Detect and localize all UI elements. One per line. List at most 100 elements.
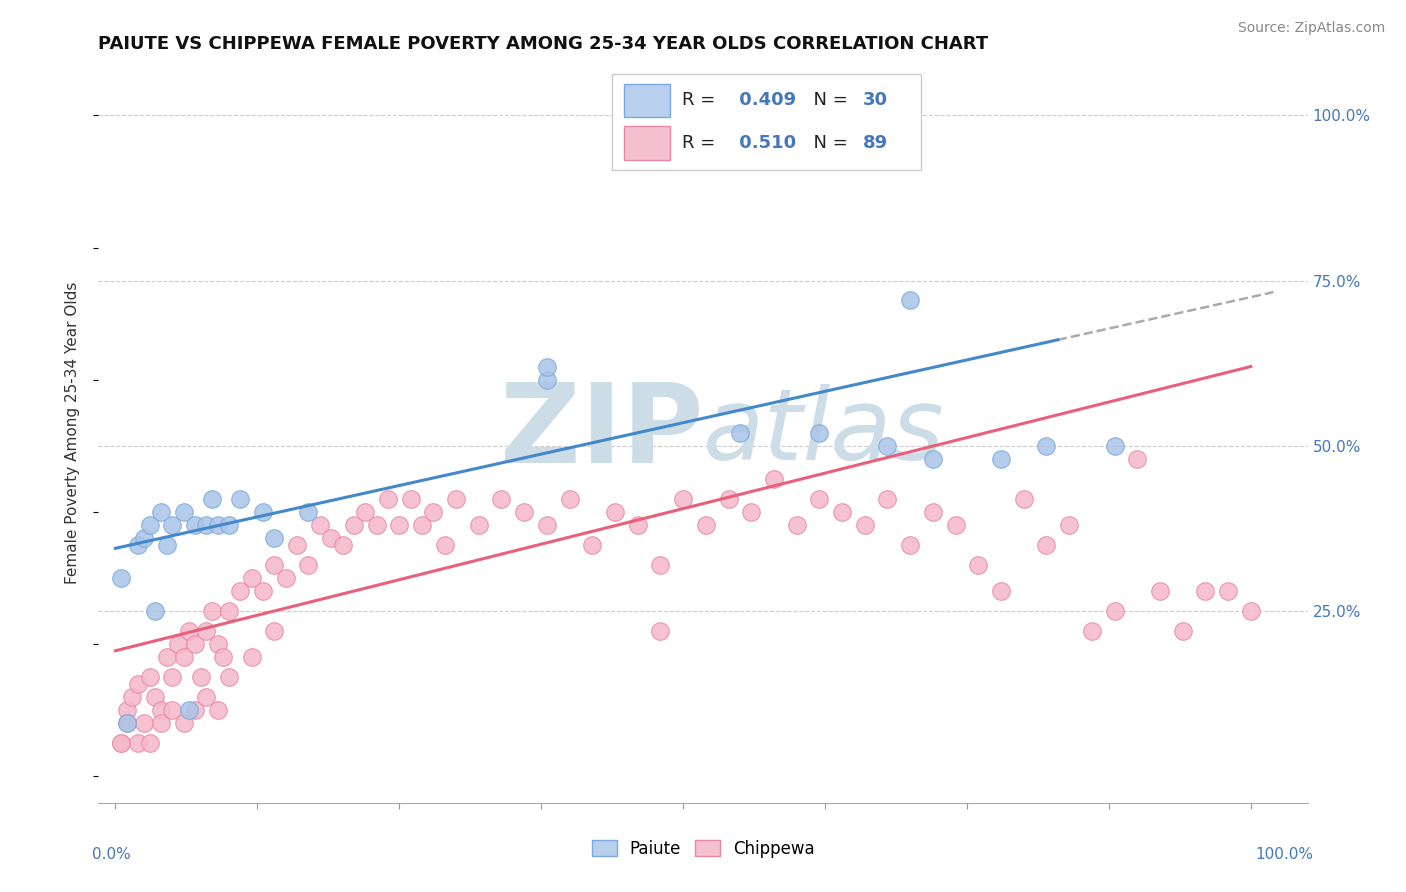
Point — [173, 505, 195, 519]
Point — [207, 518, 229, 533]
Point — [115, 716, 138, 731]
Text: 0.0%: 0.0% — [93, 847, 131, 863]
Point — [155, 538, 177, 552]
Point — [218, 604, 240, 618]
Point — [149, 716, 172, 731]
Point — [603, 505, 626, 519]
Point — [252, 584, 274, 599]
Point — [808, 491, 831, 506]
Point — [513, 505, 536, 519]
Point — [411, 518, 433, 533]
Legend: Paiute, Chippewa: Paiute, Chippewa — [585, 833, 821, 865]
Point — [853, 518, 876, 533]
Point — [274, 571, 297, 585]
Point — [179, 703, 201, 717]
Point — [650, 558, 672, 572]
Point — [399, 491, 422, 506]
Text: PAIUTE VS CHIPPEWA FEMALE POVERTY AMONG 25-34 YEAR OLDS CORRELATION CHART: PAIUTE VS CHIPPEWA FEMALE POVERTY AMONG … — [98, 35, 988, 53]
Point — [138, 670, 160, 684]
Point — [138, 518, 160, 533]
Point — [263, 624, 285, 638]
Point — [195, 624, 218, 638]
Point — [377, 491, 399, 506]
Point — [876, 491, 898, 506]
Y-axis label: Female Poverty Among 25-34 Year Olds: Female Poverty Among 25-34 Year Olds — [65, 282, 80, 583]
Point — [922, 452, 945, 467]
Point — [627, 518, 650, 533]
Point — [1126, 452, 1149, 467]
Point — [990, 584, 1012, 599]
Point — [366, 518, 388, 533]
Point — [285, 538, 308, 552]
Point — [179, 624, 201, 638]
Point — [160, 670, 183, 684]
Point — [218, 518, 240, 533]
Point — [831, 505, 853, 519]
Point — [143, 604, 166, 618]
FancyBboxPatch shape — [613, 73, 921, 169]
Point — [207, 637, 229, 651]
Point — [167, 637, 190, 651]
Text: 89: 89 — [863, 134, 887, 152]
Point — [650, 624, 672, 638]
Point — [160, 518, 183, 533]
Point — [558, 491, 581, 506]
Point — [1012, 491, 1035, 506]
Point — [1035, 439, 1057, 453]
FancyBboxPatch shape — [624, 126, 671, 160]
Point — [1216, 584, 1239, 599]
Point — [115, 716, 138, 731]
Point — [1035, 538, 1057, 552]
Point — [536, 373, 558, 387]
Point — [207, 703, 229, 717]
Point — [1194, 584, 1216, 599]
Text: atlas: atlas — [703, 384, 945, 481]
Point — [201, 604, 224, 618]
Text: 0.510: 0.510 — [734, 134, 796, 152]
Point — [229, 491, 252, 506]
Point — [717, 491, 740, 506]
Point — [898, 538, 921, 552]
Point — [173, 650, 195, 665]
Point — [1240, 604, 1263, 618]
Point — [1057, 518, 1080, 533]
Point — [127, 677, 149, 691]
Point — [990, 452, 1012, 467]
Point — [786, 518, 808, 533]
Point — [308, 518, 330, 533]
Point — [138, 736, 160, 750]
Point — [132, 716, 155, 731]
Point — [922, 505, 945, 519]
Point — [762, 472, 785, 486]
Text: ZIP: ZIP — [499, 379, 703, 486]
Point — [115, 703, 138, 717]
Point — [321, 532, 343, 546]
Point — [468, 518, 491, 533]
Text: 100.0%: 100.0% — [1256, 847, 1313, 863]
Point — [173, 716, 195, 731]
Point — [967, 558, 990, 572]
Point — [422, 505, 444, 519]
Text: N =: N = — [803, 92, 853, 110]
Point — [388, 518, 411, 533]
Point — [190, 670, 212, 684]
Point — [252, 505, 274, 519]
Point — [195, 690, 218, 704]
Point — [132, 532, 155, 546]
Text: 30: 30 — [863, 92, 887, 110]
Point — [297, 505, 319, 519]
Point — [263, 558, 285, 572]
Point — [297, 558, 319, 572]
Point — [240, 650, 263, 665]
Point — [155, 650, 177, 665]
Point — [581, 538, 603, 552]
Point — [212, 650, 235, 665]
Text: R =: R = — [682, 92, 721, 110]
Point — [143, 690, 166, 704]
Point — [1149, 584, 1171, 599]
Point — [354, 505, 377, 519]
FancyBboxPatch shape — [624, 84, 671, 118]
Point — [343, 518, 366, 533]
Point — [149, 505, 172, 519]
Point — [672, 491, 695, 506]
